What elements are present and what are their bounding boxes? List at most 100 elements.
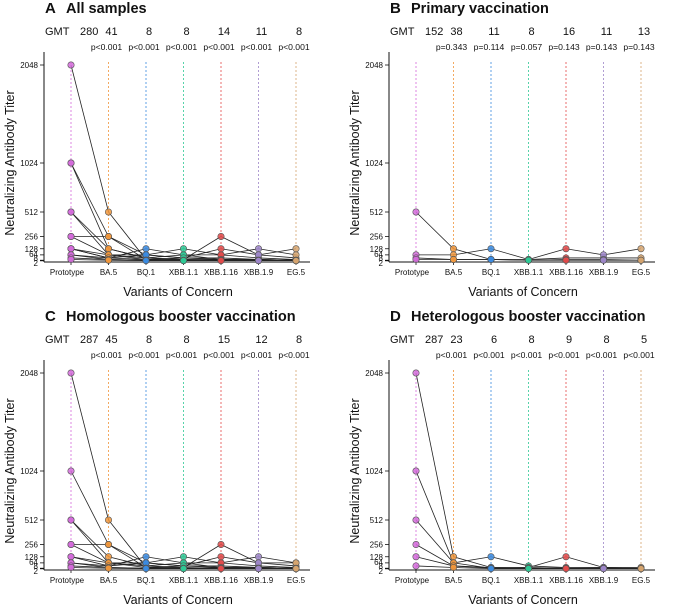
data-point bbox=[449, 563, 457, 571]
p-value: p<0.001 bbox=[241, 42, 273, 52]
data-point bbox=[412, 467, 420, 475]
y-tick-label: 2048 bbox=[365, 369, 383, 378]
p-value: p<0.001 bbox=[586, 350, 618, 360]
data-point bbox=[524, 256, 532, 264]
data-point bbox=[142, 553, 150, 561]
data-point bbox=[449, 255, 457, 263]
x-tick-label: BQ.1 bbox=[482, 268, 501, 277]
data-point bbox=[105, 208, 113, 216]
gmt-value: 8 bbox=[296, 26, 302, 38]
p-value: p<0.001 bbox=[436, 350, 468, 360]
panel-label: D bbox=[390, 308, 401, 325]
data-point bbox=[217, 245, 225, 253]
data-point bbox=[180, 565, 188, 573]
x-axis-label: Variants of Concern bbox=[468, 593, 578, 607]
gmt-value: 16 bbox=[563, 26, 575, 38]
x-tick-label: XBB.1.1 bbox=[514, 268, 544, 277]
gmt-value: 41 bbox=[105, 26, 117, 38]
p-value: p<0.001 bbox=[241, 350, 273, 360]
panel-title: All samples bbox=[66, 1, 147, 17]
x-tick-label: XBB.1.16 bbox=[204, 268, 238, 277]
data-point bbox=[412, 562, 420, 570]
x-tick-label: Prototype bbox=[50, 576, 85, 585]
data-point bbox=[562, 245, 570, 253]
data-point bbox=[67, 255, 75, 263]
x-tick-label: XBB.1.16 bbox=[204, 576, 238, 585]
gmt-label: GMT bbox=[45, 26, 70, 38]
data-point bbox=[142, 245, 150, 253]
panel-C: C Homologous booster vaccination GMT 287 45 8… bbox=[3, 308, 310, 607]
y-axis-label: Neutralizing Antibody Titer bbox=[348, 398, 362, 543]
data-point bbox=[255, 565, 263, 573]
data-point bbox=[449, 553, 457, 561]
data-point bbox=[292, 565, 300, 573]
x-tick-label: EG.5 bbox=[287, 268, 306, 277]
x-tick-label: BA.5 bbox=[100, 268, 118, 277]
gmt-value: 8 bbox=[146, 334, 152, 346]
y-tick-label: 2048 bbox=[20, 369, 38, 378]
data-point bbox=[67, 61, 75, 69]
p-value: p<0.001 bbox=[473, 350, 505, 360]
data-point bbox=[105, 233, 113, 241]
data-point bbox=[562, 565, 570, 573]
x-tick-label: XBB.1.9 bbox=[589, 268, 619, 277]
y-axis-label: Neutralizing Antibody Titer bbox=[3, 90, 17, 235]
x-tick-label: EG.5 bbox=[632, 268, 651, 277]
y-tick-label: 2 bbox=[34, 567, 39, 576]
y-tick-label: 512 bbox=[370, 208, 384, 217]
panel-label: B bbox=[390, 0, 401, 17]
x-axis-label: Variants of Concern bbox=[123, 593, 233, 607]
y-tick-label: 128 bbox=[25, 245, 39, 254]
data-point bbox=[142, 565, 150, 573]
p-value: p=0.343 bbox=[436, 42, 468, 52]
p-value: p<0.001 bbox=[91, 350, 123, 360]
y-tick-label: 8 bbox=[34, 562, 39, 571]
gmt-value: 15 bbox=[218, 334, 230, 346]
p-value: p=0.143 bbox=[548, 42, 580, 52]
data-point bbox=[412, 540, 420, 548]
data-point bbox=[255, 553, 263, 561]
gmt-value: 45 bbox=[105, 334, 117, 346]
y-tick-label: 1024 bbox=[20, 467, 38, 476]
y-tick-label: 8 bbox=[34, 254, 39, 263]
x-tick-label: EG.5 bbox=[632, 576, 651, 585]
data-point bbox=[67, 516, 75, 524]
panel-label: A bbox=[45, 0, 56, 17]
gmt-value: 14 bbox=[218, 26, 230, 38]
y-tick-label: 2 bbox=[379, 567, 384, 576]
y-tick-label: 8 bbox=[379, 562, 384, 571]
data-point bbox=[105, 564, 113, 572]
y-tick-label: 1024 bbox=[20, 159, 38, 168]
data-point bbox=[487, 553, 495, 561]
data-point bbox=[292, 245, 300, 253]
y-tick-label: 256 bbox=[370, 541, 384, 550]
x-tick-label: Prototype bbox=[50, 268, 85, 277]
data-point bbox=[412, 516, 420, 524]
gmt-value: 287 bbox=[80, 334, 98, 346]
gmt-value: 13 bbox=[638, 26, 650, 38]
y-tick-label: 256 bbox=[25, 233, 39, 242]
gmt-value: 8 bbox=[183, 334, 189, 346]
data-point bbox=[637, 245, 645, 253]
x-axis-label: Variants of Concern bbox=[123, 285, 233, 299]
gmt-value: 8 bbox=[146, 26, 152, 38]
data-point bbox=[637, 256, 645, 264]
y-tick-label: 64 bbox=[29, 558, 38, 567]
x-tick-label: BQ.1 bbox=[137, 576, 156, 585]
gmt-value: 9 bbox=[566, 334, 572, 346]
p-value: p<0.001 bbox=[623, 350, 655, 360]
panel-A: A All samples GMT 280 41 8 8 14 11 8 p<0.001 p<0.00… bbox=[3, 0, 310, 299]
x-tick-label: XBB.1.16 bbox=[549, 576, 583, 585]
data-point bbox=[105, 245, 113, 253]
gmt-value: 8 bbox=[603, 334, 609, 346]
data-point bbox=[255, 245, 263, 253]
p-value: p<0.001 bbox=[278, 42, 310, 52]
panel-D: D Heterologous booster vaccination GMT 287 2… bbox=[348, 308, 655, 607]
p-value: p<0.001 bbox=[203, 42, 235, 52]
data-point bbox=[292, 257, 300, 265]
gmt-value: 8 bbox=[528, 26, 534, 38]
x-tick-label: XBB.1.1 bbox=[169, 268, 199, 277]
y-tick-label: 64 bbox=[374, 558, 383, 567]
data-point bbox=[67, 467, 75, 475]
